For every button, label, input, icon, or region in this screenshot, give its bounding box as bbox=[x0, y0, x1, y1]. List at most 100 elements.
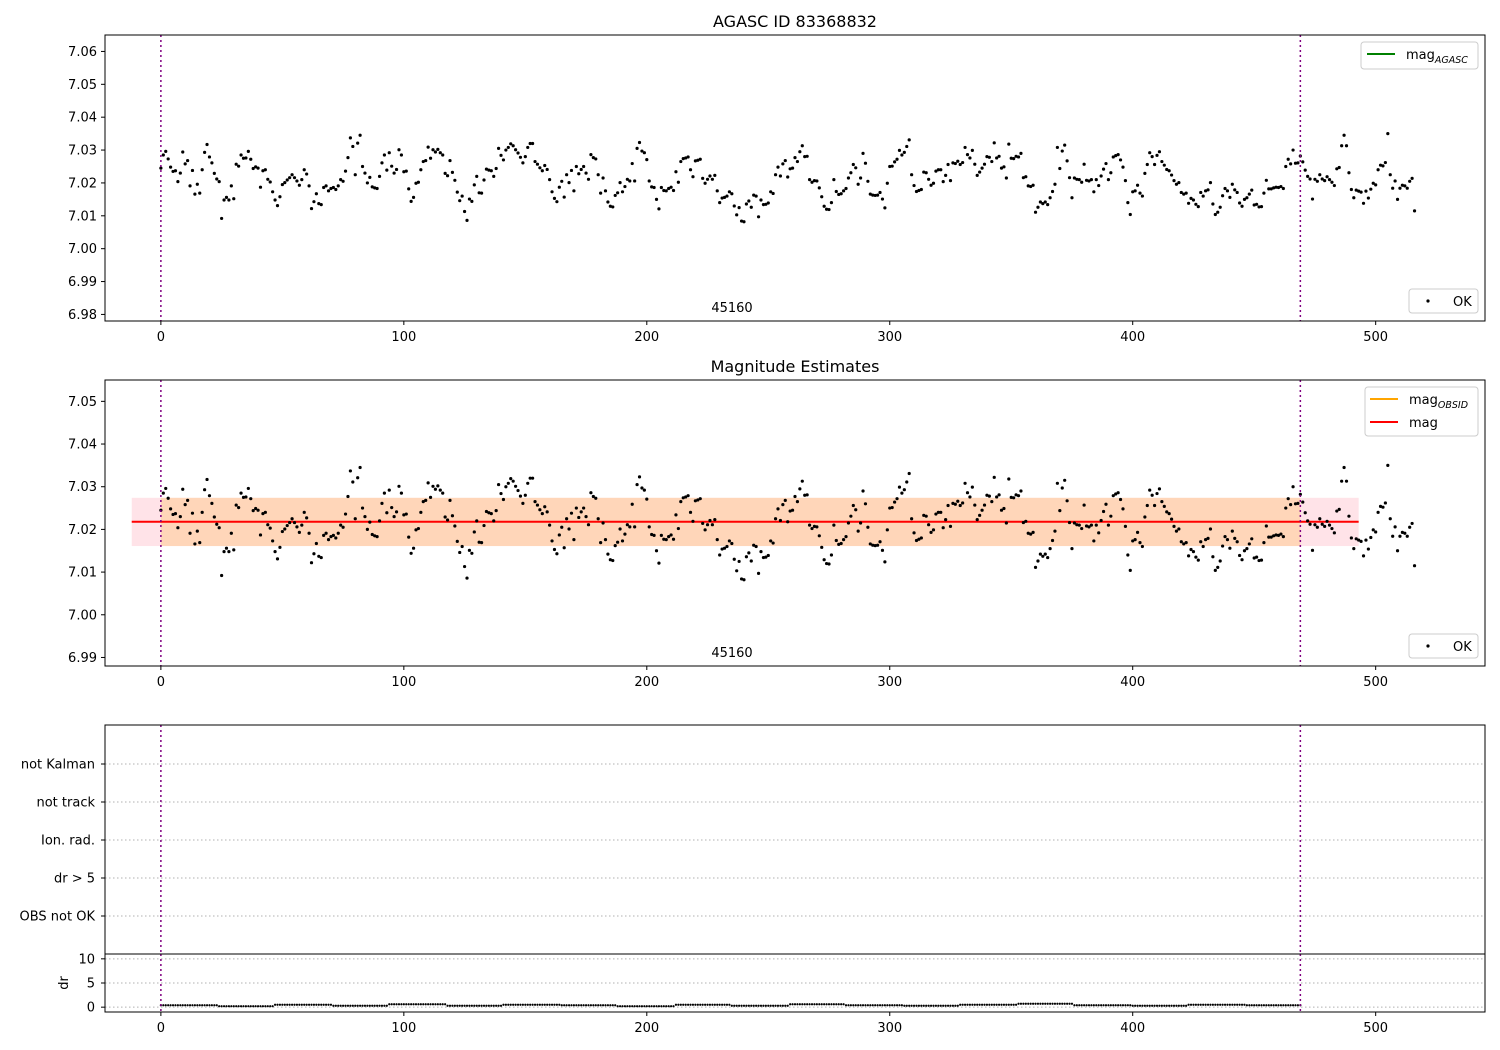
data-point bbox=[1060, 486, 1064, 490]
dr-point bbox=[380, 1004, 384, 1007]
dr-point bbox=[1000, 1003, 1003, 1006]
data-point bbox=[1403, 184, 1407, 188]
data-point bbox=[795, 500, 800, 504]
data-point bbox=[1126, 553, 1130, 557]
data-point bbox=[1135, 183, 1140, 187]
data-point bbox=[849, 514, 853, 518]
data-point bbox=[1289, 162, 1293, 166]
data-point bbox=[956, 159, 960, 163]
data-point bbox=[1157, 487, 1162, 491]
data-point bbox=[873, 544, 877, 548]
data-point bbox=[462, 209, 467, 214]
data-point bbox=[1099, 174, 1103, 178]
data-point bbox=[176, 180, 180, 184]
panel-dr-x-ticks: 0 100 200 300 400 500 bbox=[157, 1012, 1388, 1036]
data-point bbox=[722, 546, 727, 550]
data-point bbox=[812, 524, 817, 529]
data-point bbox=[324, 531, 328, 535]
dr-point bbox=[346, 1004, 350, 1007]
data-point bbox=[545, 167, 549, 172]
dr-point bbox=[956, 1004, 959, 1007]
data-point bbox=[715, 189, 719, 193]
dr-point bbox=[672, 1005, 675, 1008]
dr-point bbox=[560, 1004, 563, 1007]
dr-point bbox=[317, 1003, 320, 1006]
y-tick-label: 7.02 bbox=[68, 523, 97, 538]
data-point bbox=[550, 190, 554, 194]
data-point bbox=[188, 531, 192, 535]
data-point bbox=[370, 185, 374, 189]
data-point bbox=[922, 513, 926, 517]
data-point bbox=[448, 158, 452, 163]
dr-point bbox=[286, 1003, 289, 1006]
data-point bbox=[217, 526, 221, 530]
dr-point bbox=[427, 1003, 430, 1006]
dr-point bbox=[1155, 1004, 1159, 1007]
data-point bbox=[523, 155, 527, 159]
data-point bbox=[662, 537, 666, 541]
dr-point bbox=[937, 1004, 940, 1007]
data-point bbox=[686, 494, 690, 498]
dr-point bbox=[239, 1005, 243, 1008]
x-tick-label: 100 bbox=[391, 1021, 416, 1036]
data-point bbox=[995, 156, 999, 160]
data-point bbox=[445, 518, 450, 522]
data-point bbox=[924, 171, 928, 175]
data-point bbox=[1400, 183, 1404, 187]
dr-point bbox=[854, 1004, 857, 1007]
data-point bbox=[1131, 190, 1135, 194]
data-point bbox=[987, 155, 991, 159]
dr-point bbox=[635, 1005, 639, 1008]
data-point bbox=[511, 479, 515, 483]
data-point bbox=[1189, 547, 1193, 552]
dr-point bbox=[514, 1003, 517, 1006]
dr-point bbox=[742, 1004, 746, 1007]
dr-point bbox=[478, 1004, 481, 1007]
dr-point bbox=[694, 1003, 697, 1006]
data-point bbox=[1184, 541, 1188, 545]
data-point bbox=[1412, 209, 1417, 213]
data-point bbox=[773, 517, 778, 521]
data-point bbox=[1352, 196, 1356, 200]
data-point bbox=[1223, 535, 1227, 539]
dr-point bbox=[730, 1004, 733, 1007]
data-point bbox=[936, 510, 940, 514]
data-point bbox=[674, 170, 678, 174]
data-point bbox=[1310, 197, 1315, 201]
dr-point bbox=[1294, 1004, 1297, 1007]
data-point bbox=[642, 488, 646, 492]
dr-point bbox=[1083, 1004, 1086, 1007]
dr-point bbox=[810, 1003, 814, 1006]
data-point bbox=[686, 155, 690, 159]
data-point bbox=[305, 516, 309, 520]
data-point bbox=[1131, 539, 1135, 543]
dr-point bbox=[1085, 1004, 1088, 1007]
data-point bbox=[288, 176, 292, 180]
dr-point bbox=[188, 1004, 192, 1007]
dr-point bbox=[490, 1004, 493, 1007]
data-point bbox=[455, 190, 459, 194]
data-point bbox=[535, 503, 540, 507]
data-point bbox=[409, 199, 413, 203]
data-point bbox=[1021, 176, 1025, 180]
data-point bbox=[999, 508, 1004, 512]
data-point bbox=[1267, 187, 1271, 191]
data-point bbox=[565, 173, 569, 177]
dr-point bbox=[604, 1004, 607, 1007]
data-point bbox=[596, 517, 600, 521]
data-point bbox=[190, 168, 195, 173]
data-point bbox=[1388, 173, 1392, 177]
dr-point bbox=[1114, 1004, 1117, 1007]
data-point bbox=[1335, 509, 1339, 513]
dr-point bbox=[334, 1004, 337, 1007]
dr-point bbox=[893, 1004, 896, 1007]
data-point bbox=[601, 176, 605, 180]
dr-point bbox=[1129, 1004, 1132, 1007]
data-point bbox=[662, 188, 666, 193]
data-point bbox=[1340, 479, 1344, 483]
panel-agasc-y-ticks: 6.986.997.007.017.027.037.047.057.06 bbox=[68, 45, 105, 323]
data-point bbox=[1140, 544, 1145, 549]
data-point bbox=[331, 533, 335, 537]
legend-box bbox=[1408, 288, 1479, 314]
data-point bbox=[1165, 167, 1169, 172]
